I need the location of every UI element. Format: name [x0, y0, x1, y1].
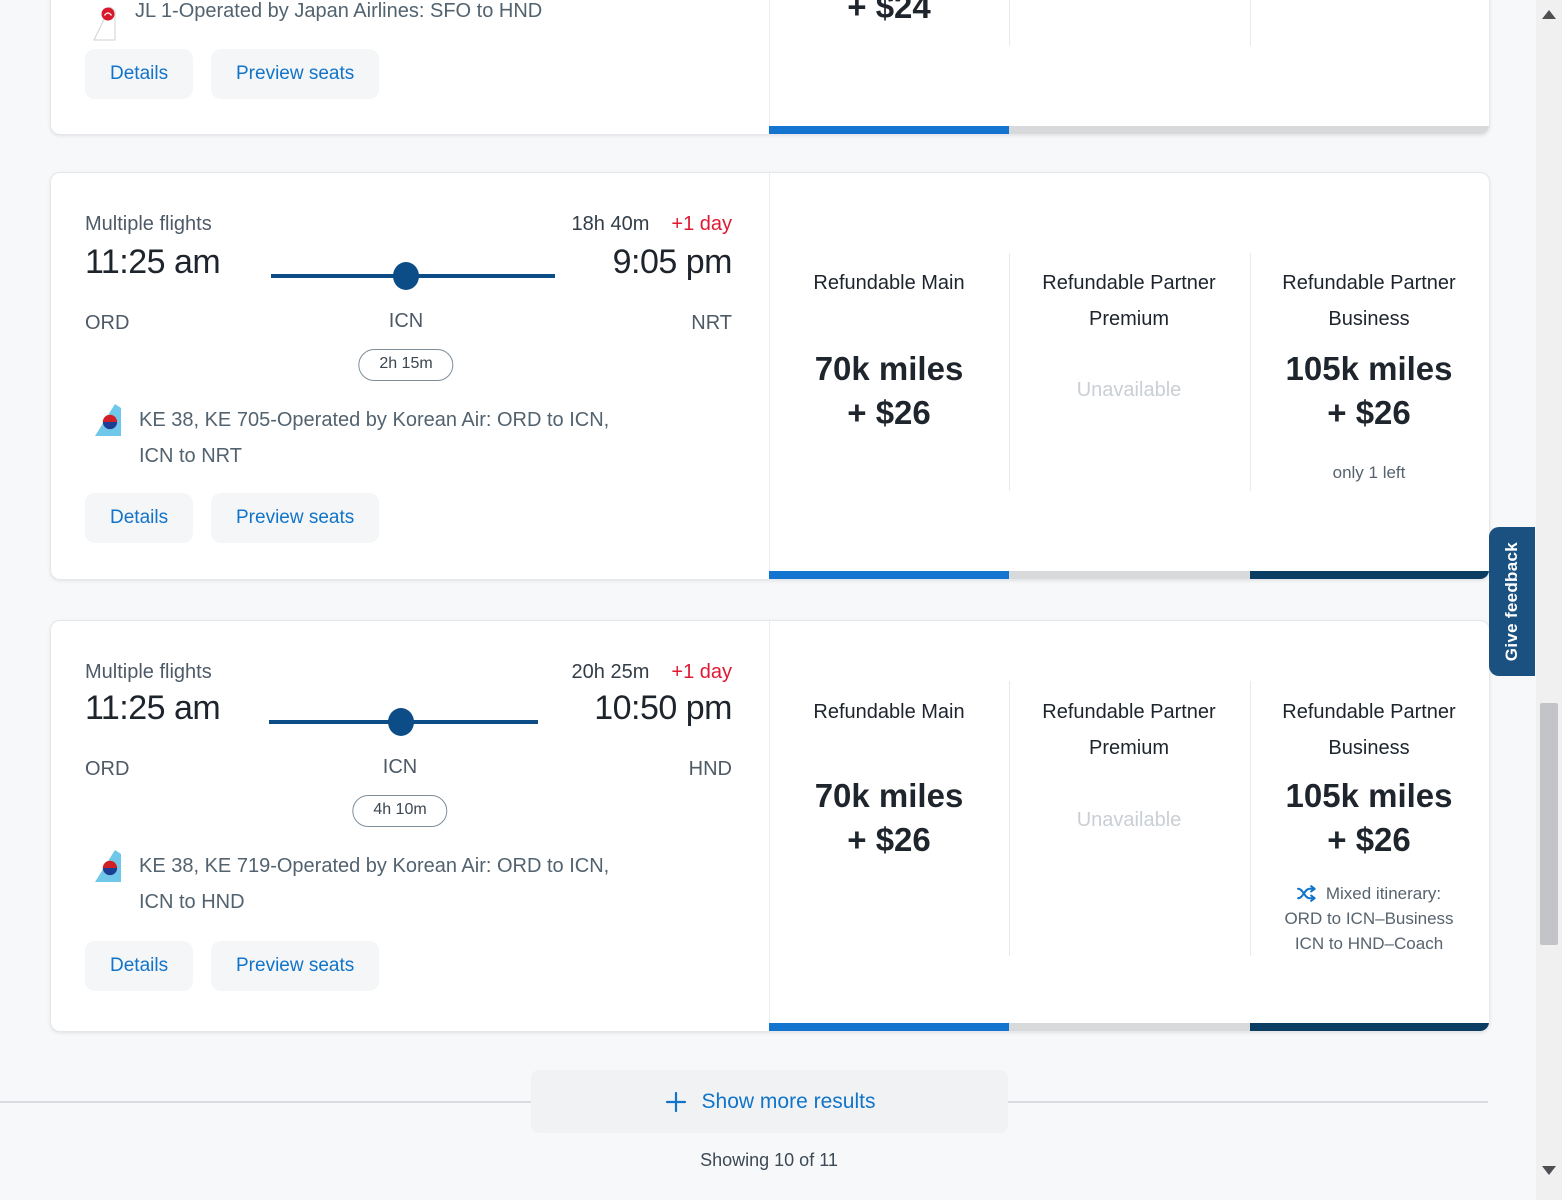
korean-air-tail-icon — [93, 402, 123, 443]
day-offset: +1 day — [671, 213, 732, 235]
connection-code: ICN — [388, 310, 424, 332]
scroll-down-icon[interactable] — [1542, 1166, 1556, 1175]
give-feedback-label: Give feedback — [1502, 541, 1521, 662]
flight-card-2: Multiple flights 18h 40m +1 day 11:25 am… — [50, 172, 1490, 580]
fare-price-business[interactable]: 105k miles + $26 — [1286, 774, 1453, 862]
flight-card-3: Multiple flights 20h 25m +1 day 11:25 am… — [50, 620, 1490, 1032]
depart-time: 11:25 am — [85, 243, 221, 281]
panel-divider — [769, 621, 770, 1031]
airline-row: KE 38, KE 719-Operated by Korean Air: OR… — [93, 848, 609, 920]
duration-row: 18h 40m +1 day — [572, 213, 732, 236]
panel-divider — [769, 0, 770, 134]
preview-seats-button[interactable]: Preview seats — [211, 941, 380, 991]
panel-divider — [769, 173, 770, 579]
fare-bar-main — [769, 571, 1009, 579]
japan-airlines-tail-icon — [93, 5, 119, 46]
flight-card-1: JL 1-Operated by Japan Airlines: SFO to … — [50, 0, 1490, 135]
scrollbar-track[interactable] — [1536, 0, 1562, 1200]
fare-name-premium: Refundable Partner Premium — [1042, 701, 1216, 759]
fare-bar-premium — [1009, 1023, 1250, 1031]
fare-price-business[interactable]: 105k miles + $26 — [1286, 347, 1453, 435]
fare-name-business: Refundable Partner Business — [1282, 272, 1456, 330]
origin-code: ORD — [85, 312, 130, 334]
stop-dot-icon — [393, 262, 419, 290]
layover-pill: 4h 10m — [352, 795, 448, 827]
fare-bar-main — [769, 126, 1009, 134]
mixed-itinerary-title: Mixed itinerary: — [1325, 884, 1442, 903]
fare-price-main[interactable]: 70k miles + $26 — [815, 347, 964, 435]
preview-seats-button[interactable]: Preview seats — [211, 49, 380, 99]
scrollbar-thumb[interactable] — [1540, 703, 1558, 945]
details-button[interactable]: Details — [85, 493, 194, 543]
fare-name-premium: Refundable Partner Premium — [1042, 272, 1216, 330]
airline-note: JL 1-Operated by Japan Airlines: SFO to … — [135, 0, 543, 22]
layover-pill: 2h 15m — [358, 349, 454, 381]
fare-cash-value: + $26 — [847, 821, 931, 858]
fare-price-clipped[interactable]: + $24 — [847, 0, 931, 25]
mixed-itinerary-segment2: ICN to HND–Coach — [1294, 934, 1444, 953]
fare-column-divider — [1009, 681, 1010, 956]
fare-price-main[interactable]: 70k miles + $26 — [815, 774, 964, 862]
total-duration: 20h 25m — [571, 661, 650, 683]
destination-code: HND — [688, 758, 732, 780]
fare-bar-rest — [1009, 126, 1489, 134]
destination-code: NRT — [691, 312, 732, 334]
connection-code: ICN — [382, 756, 418, 778]
fare-column-divider — [1250, 681, 1251, 956]
airline-note: KE 38, KE 719-Operated by Korean Air: OR… — [139, 848, 609, 920]
fare-name-main: Refundable Main — [813, 272, 965, 294]
mixed-itinerary-segment1: ORD to ICN–Business — [1284, 909, 1454, 928]
fare-miles-value: 70k miles — [814, 350, 964, 387]
plus-icon — [664, 1090, 688, 1114]
fare-column-divider — [1250, 0, 1251, 46]
show-more-label: Show more results — [701, 1089, 876, 1113]
airline-note-line2: ICN to NRT — [139, 445, 242, 467]
preview-seats-button[interactable]: Preview seats — [211, 493, 380, 543]
day-offset: +1 day — [671, 661, 732, 683]
korean-air-tail-icon — [93, 848, 123, 889]
route-type: Multiple flights — [85, 213, 212, 235]
fare-bar-main — [769, 1023, 1009, 1031]
origin-code: ORD — [85, 758, 130, 780]
fare-column-divider — [1009, 0, 1010, 46]
route-type: Multiple flights — [85, 661, 212, 683]
total-duration: 18h 40m — [571, 213, 650, 235]
airline-note: KE 38, KE 705-Operated by Korean Air: OR… — [139, 402, 609, 474]
duration-row: 20h 25m +1 day — [572, 661, 732, 684]
shuffle-icon — [1296, 883, 1318, 904]
airline-row: KE 38, KE 705-Operated by Korean Air: OR… — [93, 402, 609, 474]
airline-note-line2: ICN to HND — [139, 891, 245, 913]
seats-left-note: only 1 left — [1332, 463, 1406, 482]
fare-miles-value: 105k miles — [1285, 777, 1453, 814]
arrive-time: 9:05 pm — [612, 243, 733, 281]
fare-bar-business — [1250, 1023, 1489, 1031]
fare-cash-value: + $26 — [847, 394, 931, 431]
fare-column-divider — [1250, 253, 1251, 491]
fare-unavailable: Unavailable — [1076, 379, 1182, 401]
fare-cash-value: + $26 — [1327, 394, 1411, 431]
airline-note-line1: KE 38, KE 705-Operated by Korean Air: OR… — [139, 409, 610, 431]
arrive-time: 10:50 pm — [594, 689, 732, 727]
fare-name-business: Refundable Partner Business — [1282, 701, 1456, 759]
fare-bar-business — [1250, 571, 1489, 579]
show-more-results-button[interactable]: Show more results — [531, 1070, 1008, 1133]
stop-dot-icon — [388, 708, 414, 736]
fare-miles-value: 105k miles — [1285, 350, 1453, 387]
fare-unavailable: Unavailable — [1076, 809, 1182, 831]
scroll-up-icon[interactable] — [1542, 10, 1556, 19]
mixed-itinerary-note: Mixed itinerary: ORD to ICN–Business ICN… — [1219, 881, 1489, 956]
fare-miles-value: 70k miles — [814, 777, 964, 814]
fare-bar-premium — [1009, 571, 1250, 579]
details-button[interactable]: Details — [85, 49, 194, 99]
fare-column-divider — [1009, 253, 1010, 491]
depart-time: 11:25 am — [85, 689, 221, 727]
details-button[interactable]: Details — [85, 941, 194, 991]
results-count: Showing 10 of 11 — [700, 1150, 838, 1170]
fare-name-main: Refundable Main — [813, 701, 965, 723]
fare-cash-value: + $26 — [1327, 821, 1411, 858]
give-feedback-tab[interactable]: Give feedback — [1489, 527, 1535, 676]
airline-note-line1: KE 38, KE 719-Operated by Korean Air: OR… — [139, 855, 610, 877]
